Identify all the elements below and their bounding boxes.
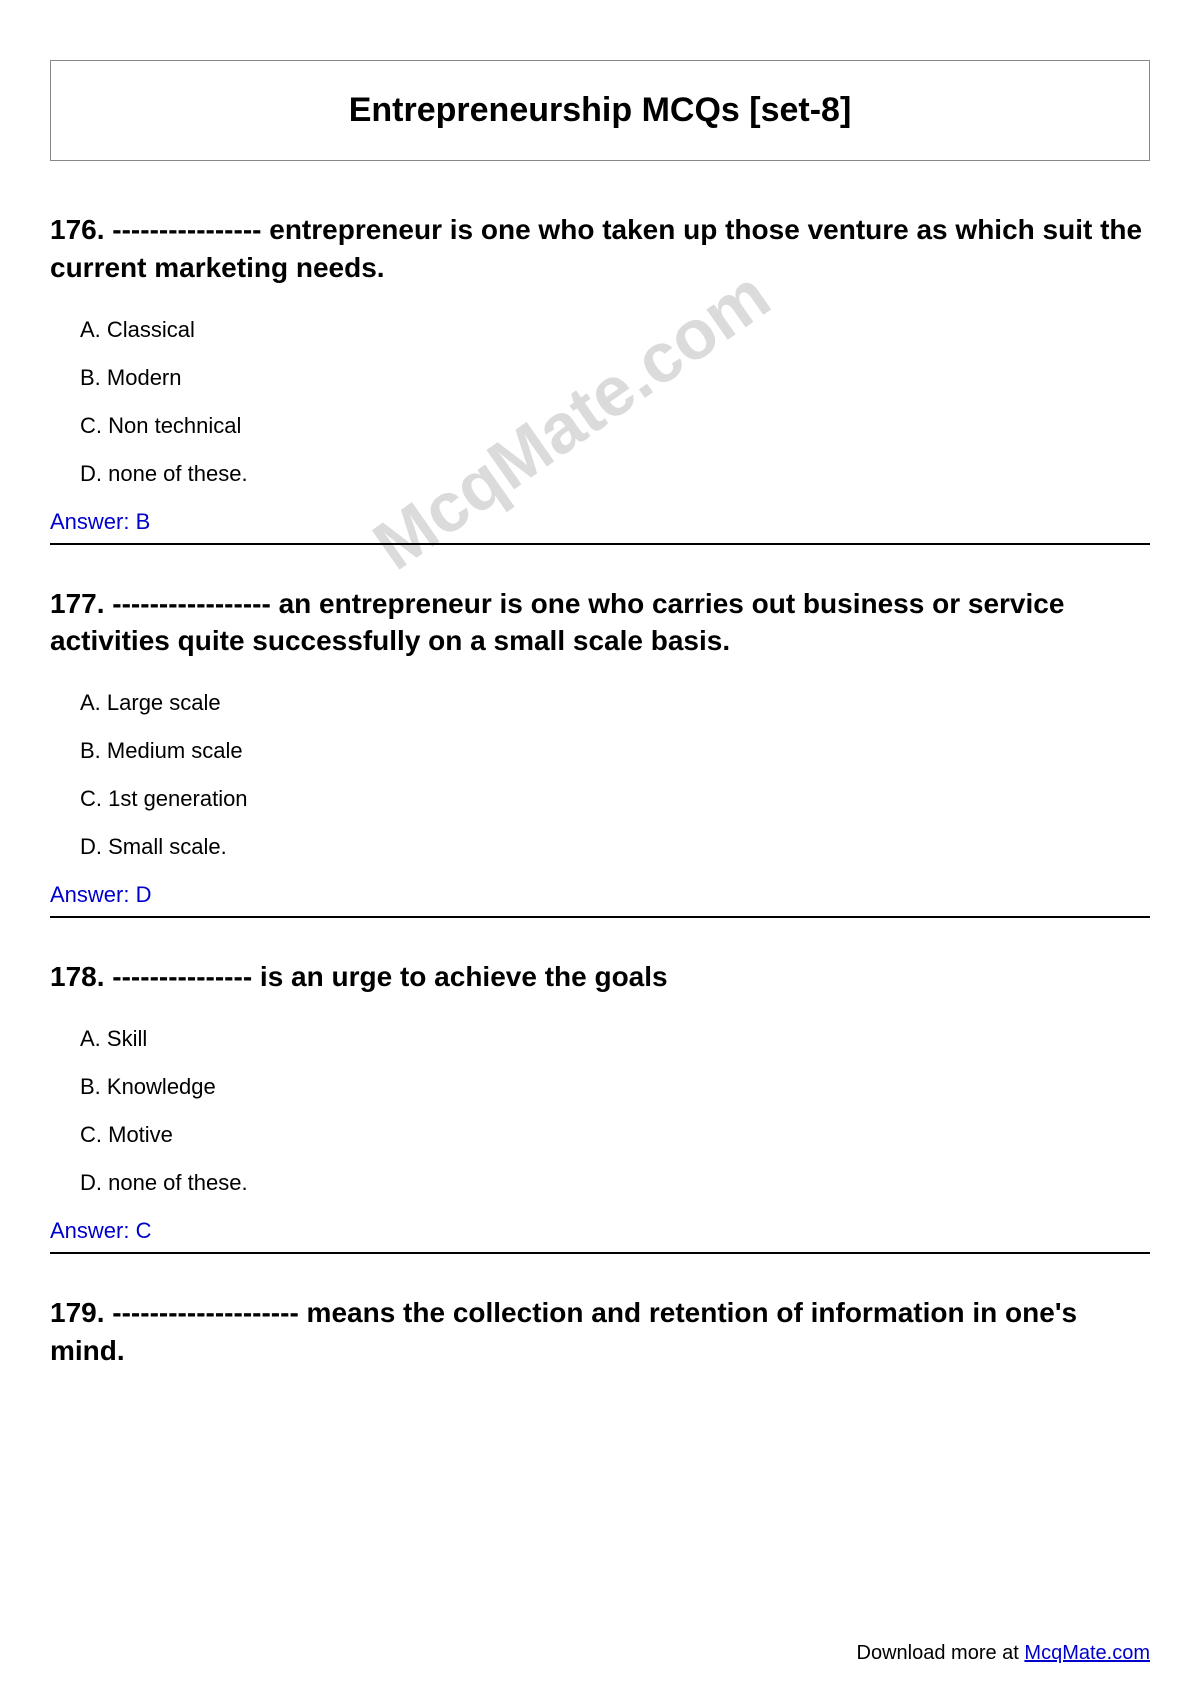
- question-block: 178. --------------- is an urge to achie…: [50, 958, 1150, 1254]
- option-d: D. Small scale.: [80, 834, 1150, 860]
- options-list: A. Skill B. Knowledge C. Motive D. none …: [50, 1026, 1150, 1196]
- answer-text: Answer: C: [50, 1218, 1150, 1244]
- option-a: A. Skill: [80, 1026, 1150, 1052]
- footer: Download more at McqMate.com: [857, 1642, 1150, 1665]
- option-b: B. Medium scale: [80, 738, 1150, 764]
- footer-prefix: Download more at: [857, 1642, 1025, 1664]
- question-number: 177.: [50, 588, 105, 619]
- question-block: 179. -------------------- means the coll…: [50, 1294, 1150, 1408]
- page-title: Entrepreneurship MCQs [set-8]: [71, 91, 1129, 130]
- option-c: C. 1st generation: [80, 786, 1150, 812]
- question-body: ----------------- an entrepreneur is one…: [50, 588, 1064, 657]
- options-list: A. Classical B. Modern C. Non technical …: [50, 317, 1150, 487]
- option-a: A. Large scale: [80, 690, 1150, 716]
- question-body: -------------------- means the collectio…: [50, 1297, 1077, 1366]
- footer-link[interactable]: McqMate.com: [1024, 1642, 1150, 1664]
- question-block: 176. ---------------- entrepreneur is on…: [50, 211, 1150, 545]
- question-text: 176. ---------------- entrepreneur is on…: [50, 211, 1150, 287]
- question-number: 176.: [50, 214, 105, 245]
- question-body: ---------------- entrepreneur is one who…: [50, 214, 1142, 283]
- question-number: 178.: [50, 961, 105, 992]
- option-a: A. Classical: [80, 317, 1150, 343]
- option-b: B. Modern: [80, 365, 1150, 391]
- title-box: Entrepreneurship MCQs [set-8]: [50, 60, 1150, 161]
- option-d: D. none of these.: [80, 1170, 1150, 1196]
- question-number: 179.: [50, 1297, 105, 1328]
- answer-text: Answer: B: [50, 509, 1150, 535]
- page-content: Entrepreneurship MCQs [set-8] 176. -----…: [0, 0, 1200, 1408]
- options-list: A. Large scale B. Medium scale C. 1st ge…: [50, 690, 1150, 860]
- question-text: 178. --------------- is an urge to achie…: [50, 958, 1150, 996]
- question-text: 177. ----------------- an entrepreneur i…: [50, 585, 1150, 661]
- option-b: B. Knowledge: [80, 1074, 1150, 1100]
- option-c: C. Non technical: [80, 413, 1150, 439]
- question-block: 177. ----------------- an entrepreneur i…: [50, 585, 1150, 919]
- option-c: C. Motive: [80, 1122, 1150, 1148]
- option-d: D. none of these.: [80, 461, 1150, 487]
- question-body: --------------- is an urge to achieve th…: [112, 961, 667, 992]
- answer-text: Answer: D: [50, 882, 1150, 908]
- question-text: 179. -------------------- means the coll…: [50, 1294, 1150, 1370]
